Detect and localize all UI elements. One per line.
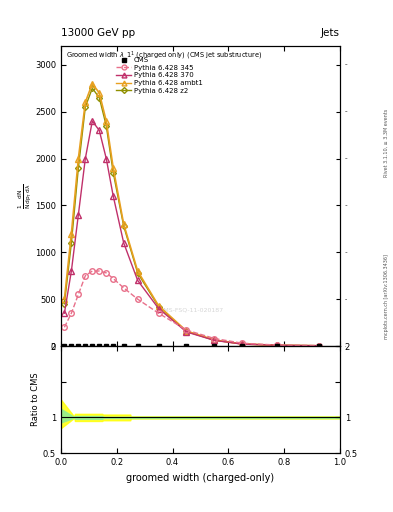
Text: Jets: Jets (321, 28, 340, 38)
Text: CMS-FSQ-11-020187: CMS-FSQ-11-020187 (160, 308, 224, 312)
X-axis label: groomed width (charged-only): groomed width (charged-only) (127, 473, 274, 482)
Y-axis label: Ratio to CMS: Ratio to CMS (31, 373, 40, 426)
Text: Rivet 3.1.10, ≥ 3.3M events: Rivet 3.1.10, ≥ 3.3M events (384, 109, 389, 178)
Text: mcplots.cern.ch [arXiv:1306.3436]: mcplots.cern.ch [arXiv:1306.3436] (384, 254, 389, 339)
Text: Groomed width $\lambda\_1^1$ (charged only) (CMS jet substructure): Groomed width $\lambda\_1^1$ (charged on… (66, 49, 263, 62)
Y-axis label: $\mathregular{\frac{1}{N}\frac{dN}{dp_T\,d\lambda}}$: $\mathregular{\frac{1}{N}\frac{dN}{dp_T\… (17, 183, 33, 209)
Legend: CMS, Pythia 6.428 345, Pythia 6.428 370, Pythia 6.428 ambt1, Pythia 6.428 z2: CMS, Pythia 6.428 345, Pythia 6.428 370,… (113, 54, 206, 97)
Text: 13000 GeV pp: 13000 GeV pp (61, 28, 135, 38)
